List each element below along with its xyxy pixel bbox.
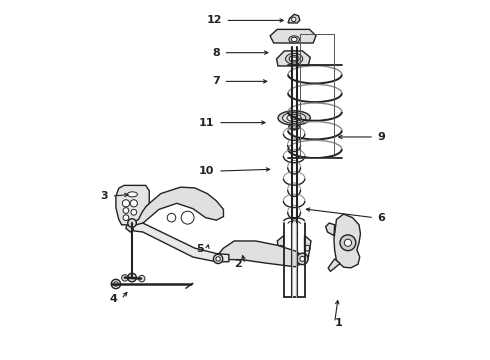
Circle shape (122, 200, 129, 207)
Text: 6: 6 (378, 213, 386, 222)
Text: 9: 9 (378, 132, 386, 142)
Polygon shape (270, 30, 316, 43)
Circle shape (181, 211, 194, 224)
Ellipse shape (282, 113, 306, 123)
Ellipse shape (289, 55, 299, 62)
Ellipse shape (292, 126, 296, 129)
Circle shape (214, 254, 223, 264)
Text: 10: 10 (199, 166, 215, 176)
Circle shape (123, 208, 129, 213)
Ellipse shape (278, 111, 310, 125)
Ellipse shape (286, 53, 303, 64)
Circle shape (114, 282, 118, 286)
Circle shape (122, 275, 128, 281)
Circle shape (216, 257, 220, 261)
Circle shape (111, 279, 121, 289)
Text: 8: 8 (212, 48, 220, 58)
Polygon shape (288, 14, 300, 23)
Circle shape (139, 275, 145, 282)
Polygon shape (132, 223, 229, 262)
Text: 7: 7 (212, 76, 220, 86)
Circle shape (128, 219, 136, 227)
Circle shape (296, 253, 308, 265)
Text: 3: 3 (100, 191, 108, 201)
Circle shape (131, 210, 137, 215)
Ellipse shape (291, 116, 297, 120)
Circle shape (292, 17, 296, 22)
Circle shape (340, 235, 356, 251)
Circle shape (344, 239, 351, 246)
Ellipse shape (289, 36, 299, 43)
Polygon shape (328, 259, 340, 271)
Ellipse shape (287, 114, 301, 122)
Text: 12: 12 (206, 15, 221, 26)
Text: 5: 5 (196, 244, 204, 254)
Circle shape (128, 273, 136, 282)
Ellipse shape (291, 37, 297, 41)
Polygon shape (116, 185, 149, 225)
Text: 4: 4 (110, 294, 118, 304)
Circle shape (130, 200, 137, 207)
Circle shape (167, 213, 176, 222)
Ellipse shape (292, 57, 296, 60)
Circle shape (123, 215, 129, 221)
Text: 1: 1 (334, 318, 342, 328)
Polygon shape (334, 214, 361, 268)
Polygon shape (304, 235, 311, 259)
Ellipse shape (127, 192, 137, 197)
Circle shape (300, 256, 305, 261)
Ellipse shape (289, 124, 299, 130)
Polygon shape (326, 223, 335, 235)
Polygon shape (277, 235, 284, 259)
Polygon shape (218, 241, 302, 267)
Text: 11: 11 (199, 118, 215, 128)
Polygon shape (126, 187, 223, 232)
Text: 2: 2 (234, 259, 242, 269)
Polygon shape (276, 51, 310, 66)
